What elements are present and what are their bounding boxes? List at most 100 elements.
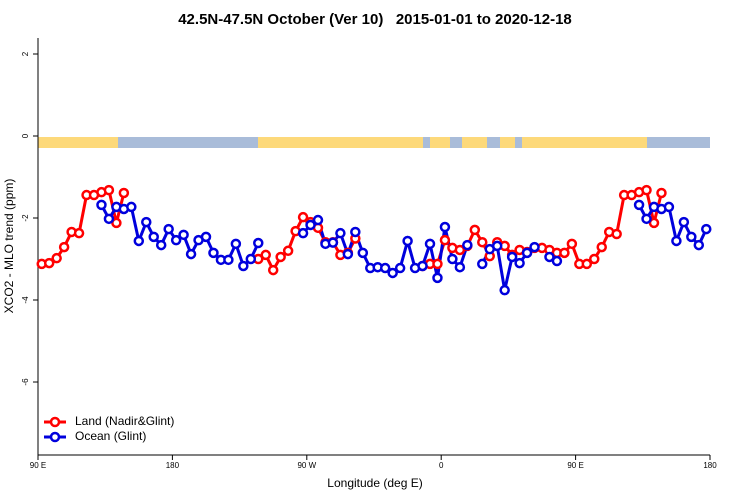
data-point [499, 284, 510, 296]
x-tick-label: 90 E [567, 461, 583, 470]
data-point [103, 213, 115, 225]
data-point [514, 257, 525, 269]
data-point [357, 247, 369, 259]
y-tick-label: -6 [21, 378, 30, 386]
x-axis-label: Longitude (deg E) [327, 476, 422, 490]
series-line [100, 204, 708, 291]
data-point [439, 234, 451, 246]
data-point [439, 221, 451, 233]
data-point [51, 252, 62, 264]
data-point [394, 262, 406, 274]
data-point [424, 238, 436, 250]
data-point [170, 234, 182, 246]
legend-label: Land (Nadir&Glint) [75, 414, 174, 428]
data-point [297, 211, 309, 223]
data-point [223, 254, 234, 266]
data-point [335, 227, 346, 239]
data-point [611, 228, 622, 240]
x-tick-label: 180 [703, 461, 717, 470]
y-tick-label: 0 [21, 133, 30, 138]
data-point [282, 245, 294, 257]
y-tick-label: 2 [21, 51, 30, 56]
data-point [469, 224, 481, 236]
y-axis-label: XCO2 - MLO trend (ppm) [2, 179, 16, 314]
data-point [200, 231, 212, 243]
data-point [238, 260, 249, 272]
data-point [185, 248, 197, 260]
data-point [641, 184, 652, 196]
data-point [73, 227, 85, 239]
data-point [327, 237, 339, 248]
data-point [641, 213, 652, 225]
data-point [686, 231, 697, 243]
data-point [297, 227, 309, 239]
data-point [133, 235, 145, 247]
data-point [693, 239, 705, 251]
data-point [432, 258, 443, 270]
x-tick-label: 90 W [297, 461, 316, 470]
data-point [581, 258, 593, 270]
data-point [477, 258, 488, 270]
data-point [387, 267, 398, 279]
data-point [379, 262, 391, 274]
data-point [350, 226, 361, 238]
data-point [312, 214, 324, 226]
data-point [155, 239, 167, 251]
legend-marker [49, 431, 61, 443]
data-point [633, 199, 645, 211]
x-tick-label: 90 E [30, 461, 46, 470]
data-point [447, 253, 458, 265]
data-point [462, 239, 473, 251]
data-point [208, 247, 219, 259]
y-tick-label: -2 [21, 214, 30, 222]
data-point [267, 264, 279, 276]
chart-title: 42.5N-47.5N October (Ver 10) 2015-01-01 … [178, 11, 572, 28]
data-point [701, 223, 712, 235]
land-mask [38, 137, 710, 148]
legend-label: Ocean (Glint) [75, 429, 146, 443]
data-point [589, 253, 600, 265]
data-point [656, 187, 667, 199]
land-strip [500, 137, 515, 148]
data-point [260, 249, 271, 261]
data-point [58, 241, 70, 253]
data-point [111, 217, 122, 229]
y-tick-label: -4 [21, 296, 30, 304]
data-point [103, 184, 115, 196]
data-point [663, 201, 675, 213]
land-strip [522, 137, 647, 148]
data-point [521, 247, 533, 259]
data-point [544, 251, 555, 263]
data-point [454, 244, 466, 256]
data-point [506, 251, 518, 263]
data-point [491, 240, 503, 252]
data-point [454, 261, 466, 273]
data-point [551, 255, 563, 267]
data-point [96, 199, 107, 211]
data-point [648, 217, 660, 229]
data-point [275, 251, 286, 263]
data-point [432, 272, 443, 284]
legend-marker [49, 416, 61, 428]
data-point [678, 216, 690, 228]
x-tick-label: 0 [439, 461, 444, 470]
data-point [230, 238, 242, 250]
data-point [141, 216, 152, 228]
data-point [148, 231, 159, 243]
x-tick-label: 180 [166, 461, 180, 470]
land-strip [462, 137, 487, 148]
data-point [118, 187, 130, 199]
land-strip [258, 137, 423, 148]
data-point [245, 253, 257, 265]
data-point [178, 229, 189, 241]
land-strip [430, 137, 450, 148]
data-point [566, 238, 578, 250]
data-point [596, 241, 607, 253]
data-point [417, 260, 428, 272]
data-point [477, 236, 488, 248]
data-point [402, 235, 413, 247]
land-strip [38, 137, 118, 148]
data-point [126, 201, 137, 213]
data-point [163, 223, 174, 235]
